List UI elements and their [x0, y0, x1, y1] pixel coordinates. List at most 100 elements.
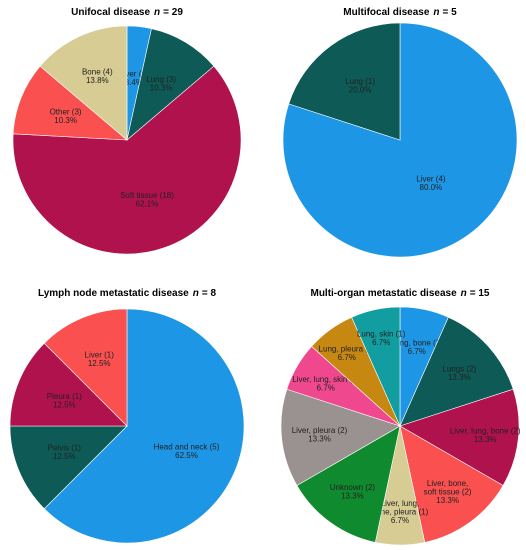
pie-title: Multi-organ metastatic disease n = 15 [310, 288, 489, 299]
slice-percent-label: 6.7% [338, 353, 356, 362]
pie-slice [280, 388, 401, 486]
slice-label: Lung (3) 10.3% [146, 75, 176, 93]
pie-slice [43, 308, 245, 544]
slice-percent-label: 10.3% [54, 116, 77, 125]
slice-label: Liver (4) 80.0% [416, 174, 446, 192]
slice-label: Pleura (1) 12.5% [47, 392, 82, 410]
pie-panel-2: Multifocal disease n = 5 Liver (4) 80.0% Lung… [282, 7, 518, 258]
sample-size-symbol: n [433, 7, 439, 18]
sample-size-value: = 15 [470, 288, 490, 299]
pie-title-text: Lymph node metastatic disease [38, 288, 189, 299]
slice-category-label: Pelvis (1) [48, 444, 82, 453]
slice-label: Liver, bone, soft tissue (2) 13.3% [424, 479, 472, 505]
slice-label: Unknown (2) 13.3% [330, 483, 376, 501]
slice-category-label: Lung, pleura (1) [319, 345, 376, 354]
slice-label: Lung, pleura (1) 6.7% [319, 345, 376, 363]
slice-percent-label: 6.7% [372, 338, 390, 347]
sample-size-value: = 8 [202, 288, 217, 299]
slice-percent-label: 13.3% [341, 492, 364, 501]
slice-category-label: Pleura (1) [47, 392, 82, 401]
slice-category-label: Other (3) [50, 107, 82, 116]
pie-title-text: Multifocal disease [343, 7, 430, 18]
slice-percent-label: 62.1% [136, 200, 159, 209]
slice-category-label: Lungs (2) [442, 364, 476, 373]
slice-percent-label: 12.5% [88, 359, 111, 368]
pie-slice [399, 388, 520, 486]
slice-percent-label: 20.0% [349, 85, 372, 94]
slice-percent-label: 13.3% [308, 435, 331, 444]
slice-category-label: Bone (4) [82, 68, 113, 77]
slice-category-label: bone, pleura (1) [372, 508, 429, 517]
sample-size-symbol: n [193, 288, 199, 299]
slice-percent-label: 10.3% [150, 84, 173, 93]
slice-label: Lung, bone (1) 6.7% [391, 339, 443, 357]
pie-slice [9, 425, 128, 510]
slice-percent-label: 12.5% [53, 400, 76, 409]
slice-label: Liver, pleura (2) 13.3% [292, 426, 348, 444]
slice-percent-label: 13.3% [474, 435, 497, 444]
slice-category-label: Soft tissue (18) [120, 191, 174, 200]
pie-slice [12, 65, 128, 141]
pie-title-text: Unifocal disease [71, 7, 150, 18]
pie-slice [399, 316, 514, 427]
slice-percent-label: 6.7% [317, 383, 335, 392]
slice-percent-label: 6.7% [408, 347, 426, 356]
slice-label: Liver, lung, bone, pleura (1) 6.7% [372, 499, 429, 525]
slice-category-label: Liver, pleura (2) [292, 426, 348, 435]
pie-slice [351, 306, 401, 427]
slice-label: Liver, lung, bone (2) 13.3% [450, 427, 521, 445]
slice-percent-label: 12.5% [53, 452, 76, 461]
slice-category-label: Head and neck (5) [154, 442, 220, 451]
pie-slice [399, 425, 504, 543]
slice-label: Bone (4) 13.8% [82, 68, 113, 86]
pie-panel-1: Unifocal disease n = 29 Liver (1) 3.4% Lung (… [12, 7, 242, 255]
slice-label: Soft tissue (18) 62.1% [120, 191, 174, 209]
slice-percent-label: 13.8% [86, 76, 109, 85]
slice-category-label: Liver, lung, skin (1) [292, 375, 359, 384]
slice-category-label: Lung (1) [345, 77, 375, 86]
slice-label: Pelvis (1) 12.5% [48, 444, 82, 462]
slice-label: Lungs (2) 13.3% [442, 364, 476, 382]
slice-category-label: Lung, skin (1) [357, 329, 406, 338]
slice-category-label: Liver (1) [85, 351, 115, 360]
pie-slice [39, 25, 128, 141]
slice-category-label: soft tissue (2) [424, 488, 472, 497]
slice-percent-label: 6.7% [391, 516, 409, 525]
slice-label: Head and neck (5) 62.5% [154, 442, 220, 460]
pie-slice [282, 22, 518, 258]
slice-label: Liver (1) 3.4% [119, 69, 149, 87]
pie-title: Unifocal disease n = 29 [71, 7, 183, 18]
slice-category-label: Lung, bone (1) [391, 339, 443, 348]
sample-size-value: = 5 [443, 7, 458, 18]
slice-percent-label: 13.3% [436, 496, 459, 505]
pie-slice [288, 22, 401, 141]
pie-slice [296, 425, 401, 543]
slice-category-label: Lung (3) [146, 75, 176, 84]
slice-category-label: Liver (1) [119, 69, 149, 78]
pie-slice [43, 308, 128, 427]
pie-title: Lymph node metastatic disease n = 8 [38, 288, 217, 299]
slice-category-label: Liver, lung, [381, 499, 420, 508]
slice-category-label: Liver, lung, bone (2) [450, 427, 521, 436]
slice-label: Liver, lung, skin (1) 6.7% [292, 375, 359, 393]
slice-percent-label: 3.4% [125, 78, 143, 87]
pie-slice [9, 342, 128, 427]
slice-category-label: Liver (4) [416, 174, 446, 183]
pie-panel-3: Lymph node metastatic disease n = 8 Head an… [9, 288, 245, 544]
slice-label: Other (3) 10.3% [50, 107, 82, 125]
slice-category-label: Liver, bone, [427, 479, 468, 488]
slice-category-label: Unknown (2) [330, 483, 376, 492]
sample-size-value: = 29 [163, 7, 183, 18]
pie-slice [126, 28, 215, 141]
pie-title-text: Multi-organ metastatic disease [310, 288, 457, 299]
pie-panel-4: Multi-organ metastatic disease n = 15 Lung,… [280, 288, 521, 546]
pie-title: Multifocal disease n = 5 [343, 7, 457, 18]
sample-size-symbol: n [154, 7, 160, 18]
slice-label: Lung, skin (1) 6.7% [357, 329, 406, 347]
slice-percent-label: 13.3% [448, 373, 471, 382]
slice-percent-label: 62.5% [175, 451, 198, 460]
pie-slice [12, 65, 242, 255]
slice-percent-label: 80.0% [420, 183, 443, 192]
sample-size-symbol: n [461, 288, 467, 299]
